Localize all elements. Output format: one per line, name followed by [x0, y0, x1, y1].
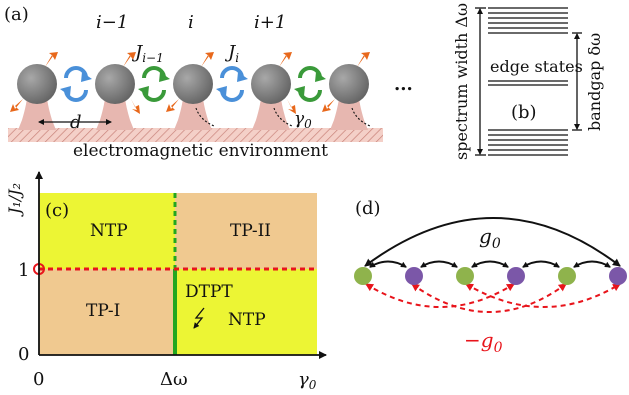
- blue-loop-arrowhead: [81, 72, 92, 82]
- coupling-label-j-i: Ji: [224, 42, 239, 65]
- bandgap-label: bandgap δω: [585, 33, 604, 131]
- coupling-label-j-i-minus-1: Ji−1: [131, 42, 164, 65]
- x-tick-delta-omega: Δω: [160, 369, 188, 390]
- region-top-right: [175, 193, 317, 269]
- g0-arc: [364, 217, 621, 267]
- spin-arrow: [10, 52, 370, 114]
- x-tick-0: 0: [33, 369, 44, 390]
- edge-state-levels: [488, 80, 568, 86]
- transition-label: DTPT: [185, 282, 233, 302]
- y-tick-0: 0: [18, 344, 29, 365]
- spacing-label: d: [70, 112, 82, 133]
- atom-sphere: [173, 64, 213, 104]
- negative-g0-arcs: [365, 283, 621, 313]
- panel-d-label: (d): [355, 198, 381, 219]
- edge-states-label: edge states: [490, 57, 583, 76]
- region-bottom-right: [175, 269, 317, 355]
- atom-sphere: [17, 64, 57, 104]
- green-coupling-loop: [142, 66, 322, 102]
- blue-loop-arrowhead: [216, 86, 227, 96]
- green-loop-arrowhead: [159, 72, 170, 82]
- spectrum-width-label: spectrum width Δω: [452, 3, 471, 160]
- panel-b: spectrum width Δω bandgap δω edge states…: [452, 3, 604, 160]
- region-label-top-right: TP-II: [230, 221, 271, 241]
- green-loop-arrowhead: [294, 86, 305, 96]
- ellipsis: ...: [394, 74, 413, 95]
- green-loop-arrowhead: [315, 72, 326, 82]
- transition-arrow: [193, 307, 205, 329]
- node-purple: [609, 267, 627, 285]
- panel-b-label: (b): [511, 102, 537, 123]
- node-green: [456, 267, 474, 285]
- region-label-bottom-left: TP-I: [86, 301, 120, 321]
- site-label-i-minus-1: i−1: [96, 12, 128, 33]
- panel-d: (d) g0 −g0: [354, 198, 627, 356]
- x-axis-label: γ0: [298, 369, 317, 392]
- node-green: [354, 267, 372, 285]
- region-label-top-left: NTP: [90, 221, 128, 241]
- nearest-neighbor-arcs: [369, 260, 611, 268]
- region-top-left: [39, 193, 175, 269]
- panel-c: (c) J₁/J₂ 1 0 0 Δω γ0 NTP TP-II TP-I NTP…: [5, 171, 327, 392]
- atom-sphere: [251, 64, 291, 104]
- atom-sphere: [95, 64, 135, 104]
- decay-arrows: [195, 107, 371, 127]
- panel-a: (a) electromagnetic environment: [4, 4, 413, 161]
- upper-band-levels: [488, 7, 568, 34]
- region-bottom-left: [39, 269, 175, 355]
- atom-sphere: [329, 64, 369, 104]
- site-label-i-plus-1: i+1: [254, 12, 286, 33]
- negative-g0-label: −g0: [464, 328, 503, 356]
- panel-a-label: (a): [4, 4, 29, 25]
- blue-loop-arrowhead: [237, 72, 248, 82]
- environment-strip: [8, 128, 383, 142]
- environment-label: electromagnetic environment: [73, 141, 328, 161]
- region-label-bottom-right: NTP: [228, 310, 266, 330]
- site-label-i: i: [188, 12, 194, 33]
- lower-band-levels: [488, 129, 568, 156]
- y-axis-label: J₁/J₂: [5, 183, 24, 217]
- green-loop-arrowhead: [138, 86, 149, 96]
- panel-c-label: (c): [45, 200, 69, 221]
- blue-loop-arrowhead: [60, 86, 71, 96]
- blue-coupling-loop: [64, 66, 244, 102]
- g0-label: g0: [479, 224, 501, 252]
- node-green: [558, 267, 576, 285]
- node-purple: [405, 267, 423, 285]
- y-tick-1: 1: [18, 260, 29, 281]
- node-purple: [507, 267, 525, 285]
- decay-label: γ0: [294, 109, 312, 131]
